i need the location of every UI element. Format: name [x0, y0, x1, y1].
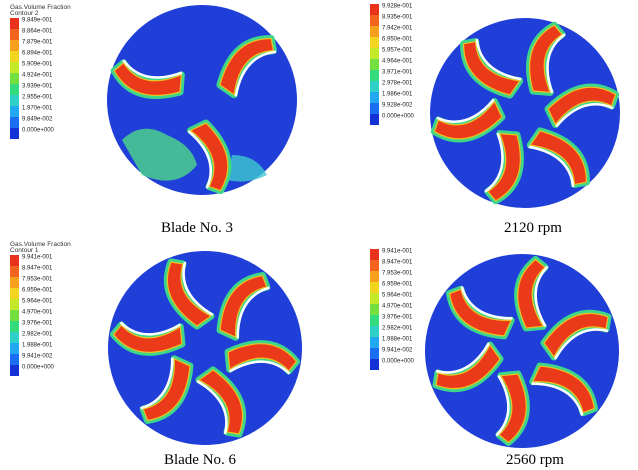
caption: Blade No. 3 — [161, 220, 233, 236]
legend-swatch — [10, 128, 19, 139]
legend-label: 9.941e-001 — [382, 249, 413, 255]
legend-swatch — [370, 4, 379, 15]
legend-label: 7.953e-001 — [22, 277, 53, 283]
legend-swatch — [10, 299, 19, 310]
legend-swatch — [10, 266, 19, 277]
legend-swatch — [370, 103, 379, 114]
legend-swatch — [10, 310, 19, 321]
legend-label: 0.000e+000 — [382, 359, 415, 365]
legend-label: 2.982e-001 — [22, 332, 53, 338]
legend-swatch — [370, 260, 379, 271]
legend-label: 2.978e-001 — [382, 81, 413, 87]
legend-swatch — [370, 282, 379, 293]
legend-swatch — [370, 293, 379, 304]
legend-label: 1.988e-001 — [22, 343, 53, 349]
legend-label: 6.950e-001 — [382, 37, 413, 43]
legend-label: 0.000e+000 — [382, 114, 415, 120]
legend-swatch — [10, 40, 19, 51]
legend-swatch — [370, 315, 379, 326]
legend-swatch — [370, 359, 379, 370]
legend-label: 8.947e-001 — [22, 266, 53, 272]
legend-label: 4.964e-001 — [382, 59, 413, 65]
legend-swatch — [10, 73, 19, 84]
legend-label: 3.971e-001 — [382, 70, 413, 76]
legend-swatch — [10, 18, 19, 29]
legend-label: 1.988e-001 — [382, 337, 413, 343]
legend-swatch — [10, 29, 19, 40]
legend-swatch — [370, 337, 379, 348]
legend-swatch — [370, 48, 379, 59]
legend-subtitle: Contour 1 — [10, 247, 39, 254]
legend-label: 4.924e-001 — [22, 73, 53, 79]
legend-swatch — [370, 59, 379, 70]
legend-swatch — [10, 354, 19, 365]
legend-label: 9.941e-002 — [22, 354, 53, 360]
legend-swatch — [10, 332, 19, 343]
legend-swatch — [10, 288, 19, 299]
figure: Gas.Volume FractionContour 29.849e-0018.… — [0, 0, 638, 470]
legend-label: 1.970e-001 — [22, 106, 53, 112]
legend-swatch — [370, 70, 379, 81]
legend-label: 3.976e-001 — [382, 315, 413, 321]
legend-swatch — [370, 15, 379, 26]
legend-swatch — [370, 249, 379, 260]
legend-swatch — [10, 255, 19, 266]
legend-label: 4.970e-001 — [22, 310, 53, 316]
legend-swatch — [370, 26, 379, 37]
legend-swatch — [370, 92, 379, 103]
legend-label: 5.957e-001 — [382, 48, 413, 54]
legend-label: 0.000e+000 — [22, 365, 55, 371]
legend-swatch — [10, 321, 19, 332]
legend-swatch — [10, 51, 19, 62]
legend-label: 7.953e-001 — [382, 271, 413, 277]
legend-label: 6.959e-001 — [22, 288, 53, 294]
legend-swatch — [370, 304, 379, 315]
legend-label: 8.864e-001 — [22, 29, 53, 35]
legend-swatch — [10, 277, 19, 288]
legend-label: 8.935e-001 — [382, 15, 413, 21]
impeller-disc — [430, 18, 620, 208]
legend-label: 5.909e-001 — [22, 62, 53, 68]
legend-label: 6.959e-001 — [382, 282, 413, 288]
legend-label: 5.964e-001 — [22, 299, 53, 305]
legend-subtitle: Contour 2 — [10, 10, 39, 17]
caption: 2120 rpm — [504, 220, 562, 236]
legend-label: 3.976e-001 — [22, 321, 53, 327]
legend-swatch — [370, 114, 379, 125]
legend-label: 6.894e-001 — [22, 51, 53, 57]
legend-label: 7.942e-001 — [382, 26, 413, 32]
legend-swatch — [370, 37, 379, 48]
legend-swatch — [10, 106, 19, 117]
caption: Blade No. 6 — [164, 452, 237, 468]
legend-swatch — [370, 81, 379, 92]
legend-label: 5.964e-001 — [382, 293, 413, 299]
legend-label: 9.849e-001 — [22, 18, 53, 24]
legend-label: 8.947e-001 — [382, 260, 413, 266]
legend-swatch — [370, 326, 379, 337]
legend-label: 9.941e-001 — [22, 255, 53, 261]
impeller-disc — [107, 5, 297, 195]
legend-label: 9.849e-002 — [22, 117, 53, 123]
legend-swatch — [10, 117, 19, 128]
legend-label: 9.941e-002 — [382, 348, 413, 354]
legend-label: 2.982e-001 — [382, 326, 413, 332]
legend-label: 1.986e-001 — [382, 92, 413, 98]
legend-swatch — [10, 62, 19, 73]
legend-label: 0.000e+000 — [22, 128, 55, 134]
caption: 2560 rpm — [506, 452, 564, 468]
legend-swatch — [370, 348, 379, 359]
legend-swatch — [10, 84, 19, 95]
legend-swatch — [10, 365, 19, 376]
legend-label: 7.879e-001 — [22, 40, 53, 46]
legend-label: 9.928e-001 — [382, 4, 413, 10]
legend-label: 9.928e-002 — [382, 103, 413, 109]
legend-swatch — [10, 95, 19, 106]
legend-swatch — [370, 271, 379, 282]
legend-label: 3.939e-001 — [22, 84, 53, 90]
legend-label: 2.955e-001 — [22, 95, 53, 101]
legend-swatch — [10, 343, 19, 354]
legend-label: 4.970e-001 — [382, 304, 413, 310]
